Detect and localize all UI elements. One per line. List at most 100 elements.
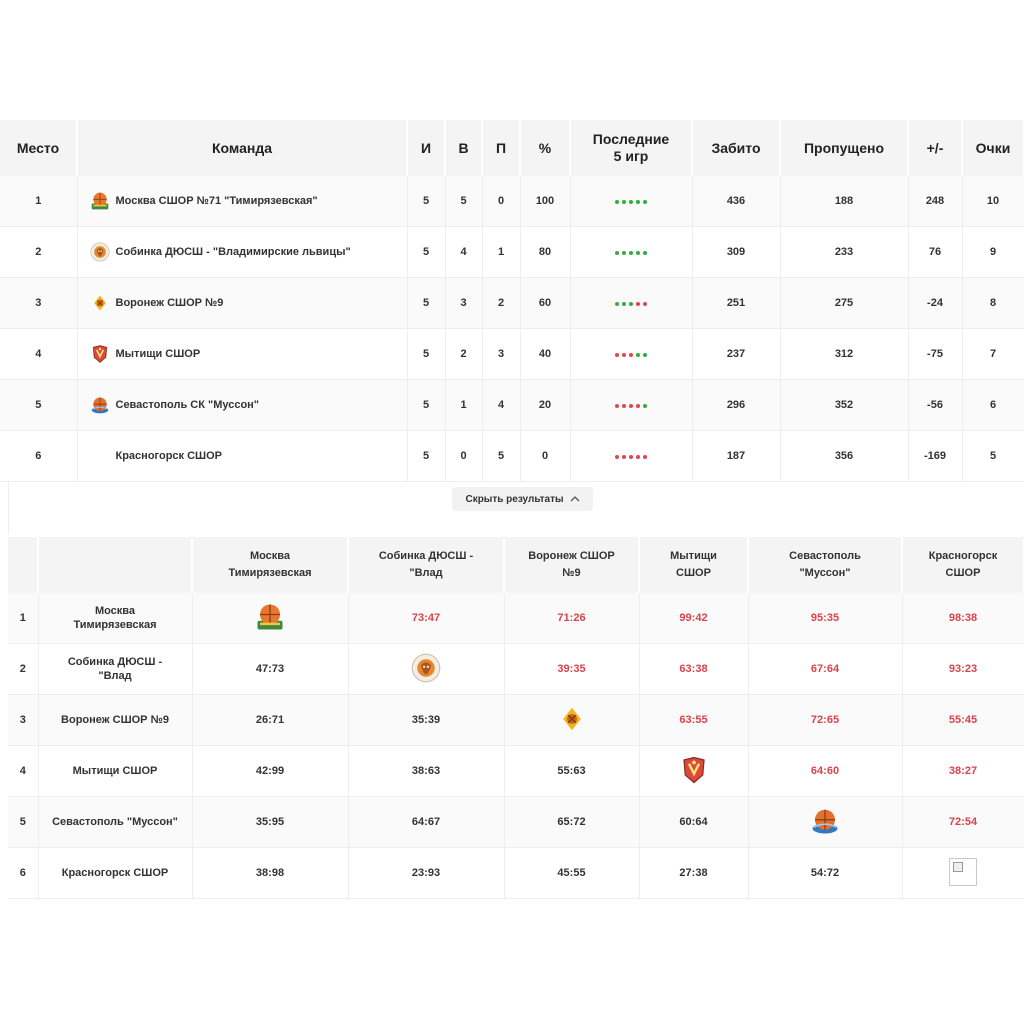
team-cell[interactable]: Москва СШОР №71 "Тимирязевская" xyxy=(77,176,408,227)
matrix-column-header[interactable]: Воронеж СШОР №9 xyxy=(504,537,640,593)
standings-row[interactable]: 1 Москва СШОР №71 "Тимирязевская" 5 5 0 100 43… xyxy=(0,176,1024,227)
header-diff[interactable]: +/- xyxy=(908,120,963,176)
matrix-row-team[interactable]: Красногорск СШОР xyxy=(38,847,193,899)
team-name-link[interactable]: Воронеж СШОР №9 xyxy=(115,297,224,309)
matrix-column-header[interactable]: Севастополь "Муссон" xyxy=(748,537,903,593)
standings-row[interactable]: 2 Собинка ДЮСШ - "Владимирские львицы" 5 4 1… xyxy=(0,226,1024,278)
losses-cell: 5 xyxy=(482,430,521,482)
place-cell: 2 xyxy=(0,226,78,278)
matrix-row-team[interactable]: Москва Тимирязевская xyxy=(38,593,193,644)
matrix-score-cell[interactable]: 38:98 xyxy=(192,847,349,899)
matrix-score-cell[interactable]: 27:38 xyxy=(639,847,749,899)
team-name-link[interactable]: Мытищи СШОР xyxy=(115,348,201,360)
matrix-score-cell[interactable]: 72:65 xyxy=(748,694,903,746)
matrix-row-team[interactable]: Воронеж СШОР №9 xyxy=(38,694,193,746)
header-wins[interactable]: В xyxy=(445,120,483,176)
matrix-score-cell[interactable]: 64:60 xyxy=(748,745,903,797)
last5-result-dot xyxy=(622,200,626,204)
matrix-score-cell[interactable]: 42:99 xyxy=(192,745,349,797)
header-place[interactable]: Место xyxy=(0,120,78,176)
standings-row[interactable]: 5 Севастополь СК "Муссон" 5 1 4 20 296 352 -56 6 xyxy=(0,379,1024,431)
last5-cell xyxy=(570,379,693,431)
matrix-score-cell[interactable]: 26:71 xyxy=(192,694,349,746)
matrix-score-cell[interactable]: 23:93 xyxy=(348,847,505,899)
matrix-score-cell[interactable]: 64:67 xyxy=(348,796,505,848)
standings-row[interactable]: 3 Воронеж СШОР №9 5 3 2 60 251 275 -24 8 xyxy=(0,277,1024,329)
standings-row[interactable]: 6 Красногорск СШОР 5 0 5 0 187 356 -169 5 xyxy=(0,430,1024,482)
team-name-link[interactable]: Красногорск СШОР xyxy=(115,450,222,462)
team-cell[interactable]: Красногорск СШОР xyxy=(77,430,408,482)
matrix-score-cell[interactable]: 93:23 xyxy=(902,643,1024,695)
matrix-row-team[interactable]: Севастополь "Муссон" xyxy=(38,796,193,848)
losses-cell: 3 xyxy=(482,328,521,380)
sevastopol-team-logo-icon xyxy=(810,806,840,836)
points-cell: 9 xyxy=(962,226,1024,278)
matrix-column-header[interactable]: Собинка ДЮСШ - "Влад xyxy=(348,537,505,593)
matrix-score-cell[interactable]: 47:73 xyxy=(192,643,349,695)
sobinka-team-logo-icon xyxy=(89,242,110,262)
place-cell: 6 xyxy=(0,430,78,482)
games-cell: 5 xyxy=(407,226,446,278)
matrix-column-header[interactable]: Москва Тимирязевская xyxy=(192,537,349,593)
matrix-place-cell: 4 xyxy=(8,745,39,797)
pct-cell: 80 xyxy=(520,226,571,278)
matrix-score-cell[interactable]: 95:35 xyxy=(748,593,903,644)
last5-result-dot xyxy=(643,455,647,459)
team-cell[interactable]: Мытищи СШОР xyxy=(77,328,408,380)
header-team[interactable]: Команда xyxy=(77,120,408,176)
matrix-self-cell xyxy=(902,847,1024,899)
matrix-column-header-line2: "Муссон" xyxy=(799,567,851,579)
diff-cell: -24 xyxy=(908,277,963,329)
scored-cell: 296 xyxy=(692,379,781,431)
header-losses[interactable]: П xyxy=(482,120,521,176)
matrix-row-team-line1: Воронеж СШОР №9 xyxy=(61,714,169,726)
matrix-column-header[interactable]: Красногорск СШОР xyxy=(902,537,1024,593)
team-cell[interactable]: Севастополь СК "Муссон" xyxy=(77,379,408,431)
team-name-link[interactable]: Собинка ДЮСШ - "Владимирские львицы" xyxy=(115,246,351,258)
matrix-row-team[interactable]: Мытищи СШОР xyxy=(38,745,193,797)
matrix-score-cell[interactable]: 60:64 xyxy=(639,796,749,848)
team-name-link[interactable]: Севастополь СК "Муссон" xyxy=(115,399,260,411)
hide-results-button[interactable]: Скрыть результаты xyxy=(452,487,593,511)
matrix-score-cell[interactable]: 54:72 xyxy=(748,847,903,899)
matrix-row-team[interactable]: Собинка ДЮСШ - "Влад xyxy=(38,643,193,695)
matrix-score-cell[interactable]: 38:63 xyxy=(348,745,505,797)
matrix-score-cell[interactable]: 55:45 xyxy=(902,694,1024,746)
matrix-score-cell[interactable]: 71:26 xyxy=(504,593,640,644)
scored-cell: 251 xyxy=(692,277,781,329)
matrix-score-cell[interactable]: 65:72 xyxy=(504,796,640,848)
last5-result-dot xyxy=(629,455,633,459)
header-scored[interactable]: Забито xyxy=(692,120,781,176)
matrix-row-team-line1: Собинка ДЮСШ - xyxy=(67,656,163,668)
pct-cell: 60 xyxy=(520,277,571,329)
team-name-link[interactable]: Москва СШОР №71 "Тимирязевская" xyxy=(115,195,318,207)
matrix-score-cell[interactable]: 72:54 xyxy=(902,796,1024,848)
matrix-score-cell[interactable]: 98:38 xyxy=(902,593,1024,644)
matrix-column-header-line2: СШОР xyxy=(676,567,711,579)
matrix-score-cell[interactable]: 39:35 xyxy=(504,643,640,695)
header-games[interactable]: И xyxy=(407,120,446,176)
matrix-score-cell[interactable]: 35:95 xyxy=(192,796,349,848)
matrix-score-cell[interactable]: 45:55 xyxy=(504,847,640,899)
matrix-score-cell[interactable]: 38:27 xyxy=(902,745,1024,797)
matrix-score-cell[interactable]: 63:55 xyxy=(639,694,749,746)
matrix-column-header[interactable]: Мытищи СШОР xyxy=(639,537,749,593)
wins-cell: 5 xyxy=(445,176,483,227)
matrix-corner-place xyxy=(8,537,39,593)
matrix-score-cell[interactable]: 55:63 xyxy=(504,745,640,797)
last5-cell xyxy=(570,176,693,227)
standings-row[interactable]: 4 Мытищи СШОР 5 2 3 40 237 312 -75 7 xyxy=(0,328,1024,380)
matrix-row: 5 Севастополь "Муссон" 35:95 64:67 65:72 60:6… xyxy=(8,796,1024,848)
matrix-score-cell[interactable]: 63:38 xyxy=(639,643,749,695)
header-pct[interactable]: % xyxy=(520,120,571,176)
matrix-score-cell[interactable]: 35:39 xyxy=(348,694,505,746)
matrix-score-cell[interactable]: 99:42 xyxy=(639,593,749,644)
header-last5[interactable]: Последние 5 игр xyxy=(570,120,693,176)
matrix-score-cell[interactable]: 73:47 xyxy=(348,593,505,644)
team-cell[interactable]: Собинка ДЮСШ - "Владимирские львицы" xyxy=(77,226,408,278)
team-cell[interactable]: Воронеж СШОР №9 xyxy=(77,277,408,329)
last5-result-dot xyxy=(622,404,626,408)
matrix-score-cell[interactable]: 67:64 xyxy=(748,643,903,695)
header-conceded[interactable]: Пропущено xyxy=(780,120,909,176)
header-points[interactable]: Очки xyxy=(962,120,1024,176)
